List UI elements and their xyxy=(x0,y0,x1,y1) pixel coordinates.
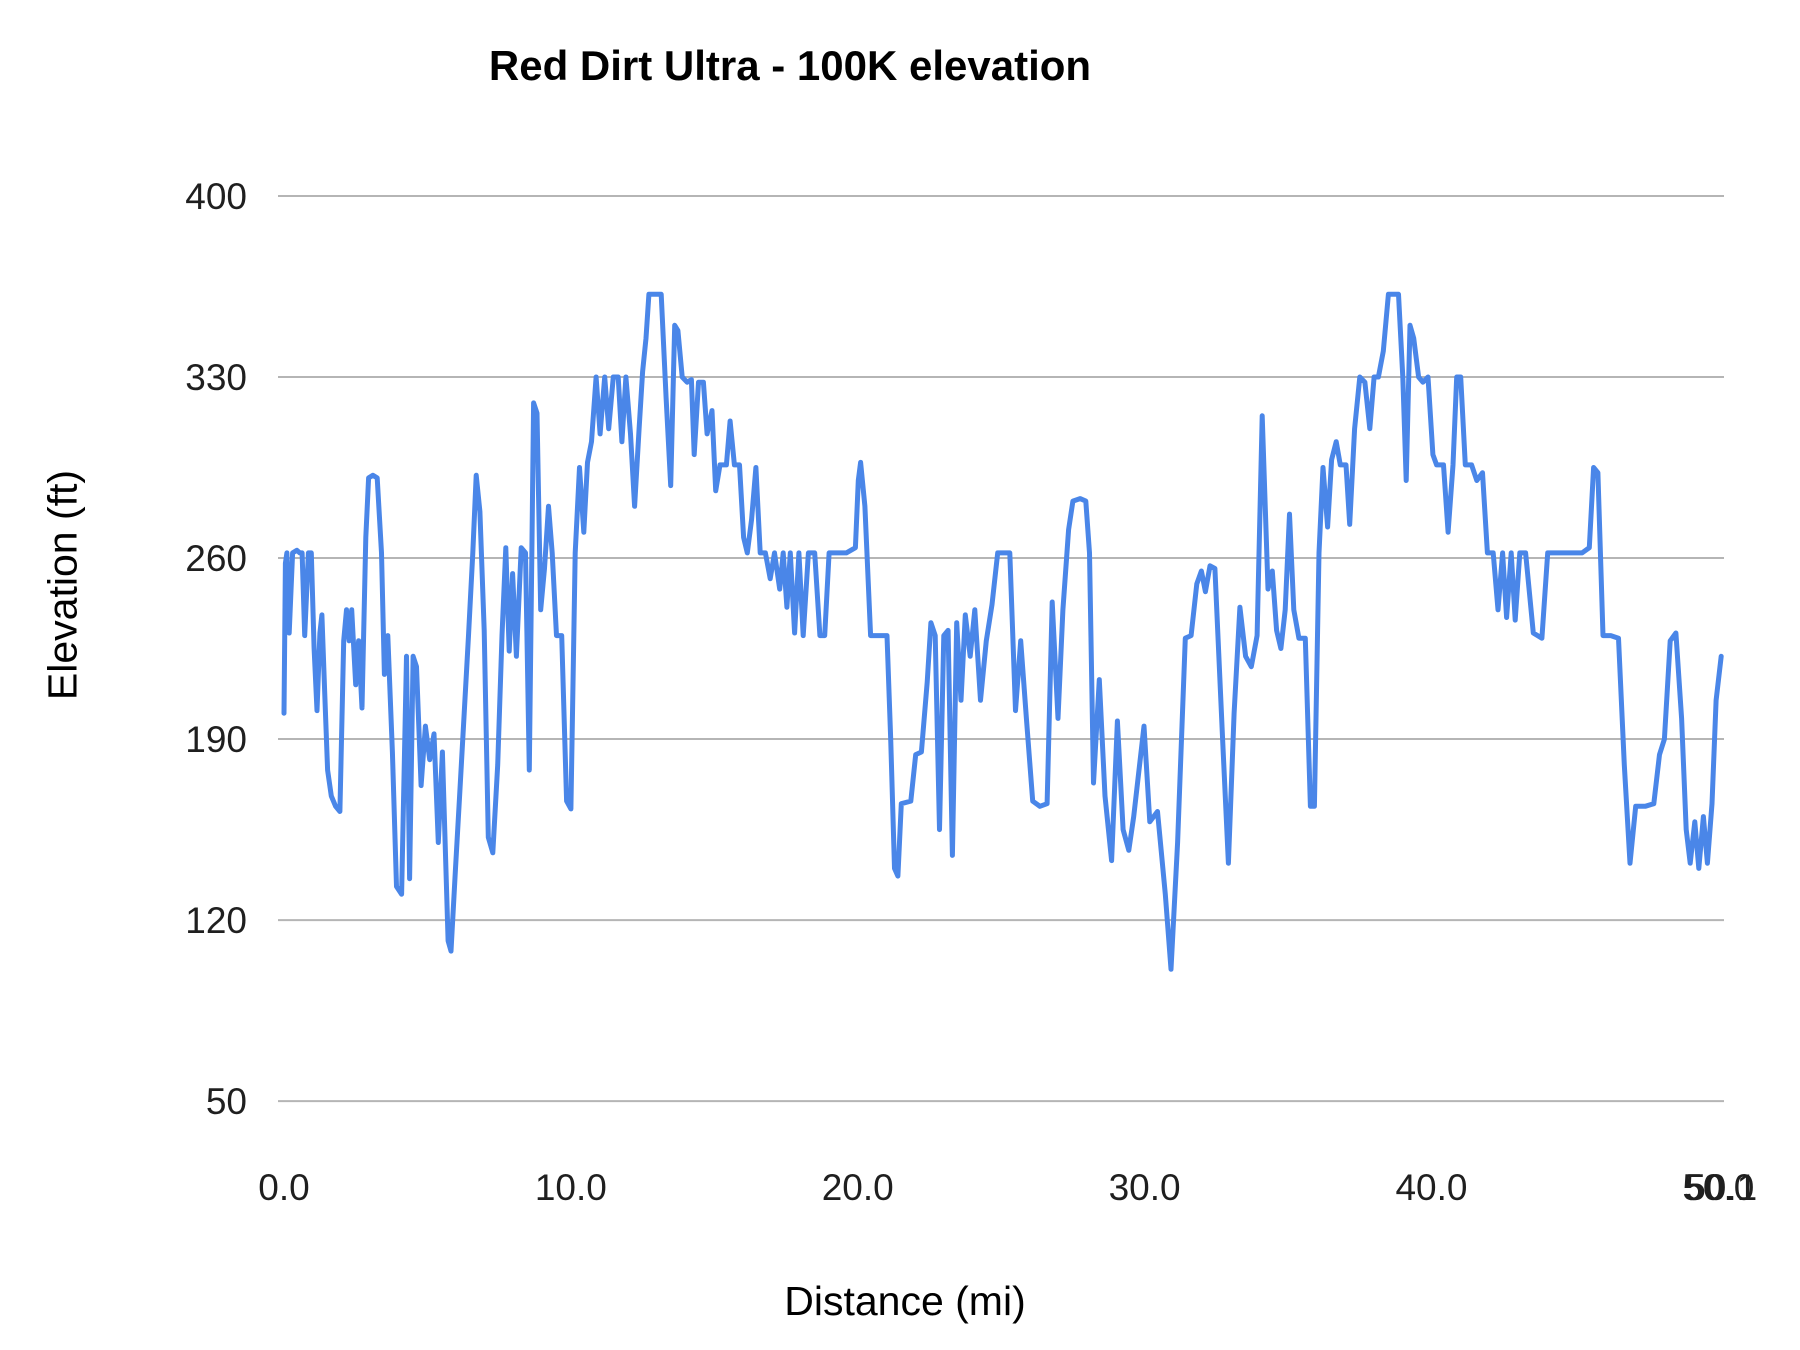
x-tick-label: 50.0 xyxy=(1682,1167,1754,1208)
y-axis-title: Elevation (ft) xyxy=(39,469,86,701)
x-tick-label: 20.0 xyxy=(822,1167,894,1208)
x-axis-title: Distance (mi) xyxy=(784,1278,1026,1324)
y-tick-label: 330 xyxy=(185,357,247,398)
x-tick-label: 10.0 xyxy=(535,1167,607,1208)
x-tick-label: 50.1 xyxy=(1685,1167,1757,1208)
y-tick-label: 400 xyxy=(185,176,247,217)
y-tick-label: 50 xyxy=(206,1081,247,1122)
x-tick-label: 0.0 xyxy=(258,1167,309,1208)
y-tick-label: 120 xyxy=(185,900,247,941)
y-tick-label: 190 xyxy=(185,719,247,760)
x-tick-label: 40.0 xyxy=(1395,1167,1467,1208)
elevation-series-line xyxy=(281,291,1724,972)
y-tick-label: 260 xyxy=(185,538,247,579)
chart-title: Red Dirt Ultra - 100K elevation xyxy=(488,42,1092,89)
x-tick-label: 30.0 xyxy=(1109,1167,1181,1208)
